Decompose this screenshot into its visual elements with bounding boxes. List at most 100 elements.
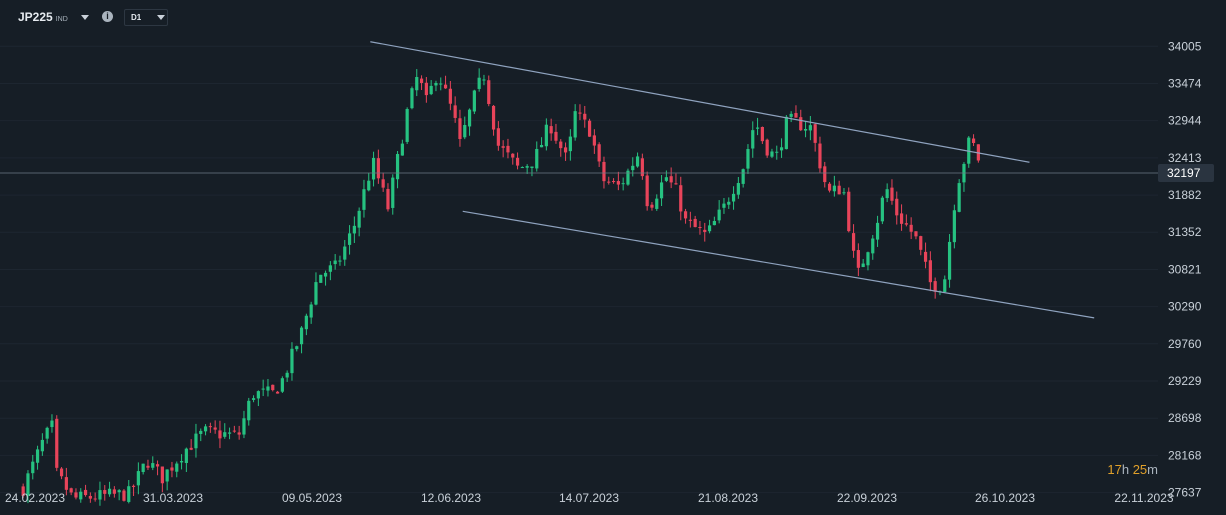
current-price-badge (1158, 163, 1214, 182)
candle-body (856, 250, 860, 268)
candle-body (775, 151, 779, 153)
candle-body (933, 281, 937, 292)
candle-body (813, 124, 817, 143)
candle-body (554, 131, 558, 141)
candle-body (79, 491, 83, 500)
candle-body (261, 388, 265, 390)
candle-body (875, 222, 880, 240)
symbol-dropdown-chevron-icon[interactable] (81, 15, 89, 20)
candle-body (751, 130, 755, 149)
candle-body (520, 167, 524, 169)
date-axis[interactable]: 24.02.2023 31.03.2023 09.05.2023 12.06.2023… (5, 491, 1174, 505)
candle-body (679, 185, 683, 212)
candle-body (463, 125, 467, 138)
trendlines[interactable] (370, 41, 1095, 319)
price-tick-label: 33474 (1168, 76, 1202, 90)
candle-body (559, 141, 563, 149)
candle-body (784, 116, 788, 150)
candle-body (381, 179, 385, 188)
candle-body (722, 203, 726, 208)
candle-body (895, 198, 899, 216)
candle-body (127, 486, 131, 502)
candle-body (131, 485, 136, 487)
candle-body (83, 489, 88, 496)
candle-body (299, 327, 304, 345)
price-gridlines (0, 45, 1158, 494)
candle-body (803, 128, 808, 131)
candle-body (760, 127, 764, 142)
candle-body (741, 169, 745, 184)
candle-body (928, 260, 932, 283)
candle-body (573, 111, 577, 138)
price-axis[interactable]: 34005 33474 32944 32413 31882 31352 30821 30290… (1168, 39, 1202, 499)
candle-body (333, 260, 337, 265)
candle-body (467, 109, 472, 127)
candle-body (496, 128, 500, 146)
candle-body (583, 113, 587, 120)
candle-body (947, 241, 952, 280)
candle-body (871, 238, 875, 254)
candle-body (338, 260, 342, 262)
candle-body (952, 210, 956, 243)
candle-body (386, 188, 390, 210)
candle-body (779, 147, 784, 151)
candle-body (371, 157, 376, 180)
candle-body (376, 158, 380, 179)
candle-body (343, 246, 347, 260)
date-tick-label: 22.09.2023 (837, 491, 897, 505)
candle-body (827, 183, 832, 191)
candle-body (247, 400, 251, 421)
candle-body (674, 183, 678, 185)
candle-body (151, 463, 155, 468)
candle-body (251, 398, 256, 400)
candle-body (309, 304, 313, 318)
trendline-lower[interactable] (462, 210, 1095, 319)
trendline-upper[interactable] (370, 41, 1030, 163)
candle-body (352, 225, 356, 234)
candle-body (189, 447, 193, 450)
candle-body (112, 489, 116, 494)
price-tick-label: 27637 (1168, 486, 1202, 500)
candle-body (357, 210, 361, 228)
candle-body (530, 166, 534, 168)
candle-body (597, 144, 601, 162)
candle-body (602, 161, 606, 182)
candle-body (237, 432, 241, 435)
symbol-selector[interactable]: JP225 IND (18, 10, 68, 24)
price-tick-label: 30821 (1168, 262, 1202, 276)
candle-body (885, 189, 889, 199)
info-icon[interactable]: i (102, 11, 113, 22)
candle-body (415, 77, 419, 91)
candle-body (640, 158, 644, 177)
candle-body (487, 80, 491, 104)
candle-body (429, 85, 433, 95)
candle-body (160, 466, 164, 484)
candle-body (650, 204, 654, 208)
candle-body (621, 183, 625, 185)
date-tick-label: 14.07.2023 (559, 491, 619, 505)
candle-body (69, 488, 73, 493)
timeframe-selector[interactable]: D1 (124, 9, 168, 26)
candle-body (122, 490, 126, 501)
candle-body (103, 490, 107, 494)
timeframe-dropdown-chevron-icon[interactable] (157, 15, 165, 20)
price-tick-label: 28168 (1168, 448, 1202, 462)
candle-body (26, 473, 30, 496)
candle-body (194, 433, 198, 449)
date-tick-label: 26.10.2023 (975, 491, 1035, 505)
candle-body (410, 88, 414, 109)
candle-body (909, 224, 913, 232)
candle-body (232, 430, 236, 432)
candle-body (64, 477, 68, 490)
candle-body (448, 88, 452, 104)
candle-body (861, 263, 865, 268)
candle-body (213, 427, 217, 430)
timer-minutes: 25 (1132, 462, 1148, 477)
candle-body (688, 219, 692, 221)
candle-body (458, 118, 462, 140)
candle-body (899, 213, 904, 224)
candle-body (35, 449, 40, 463)
candle-body (851, 233, 856, 251)
candle-body (395, 154, 400, 180)
